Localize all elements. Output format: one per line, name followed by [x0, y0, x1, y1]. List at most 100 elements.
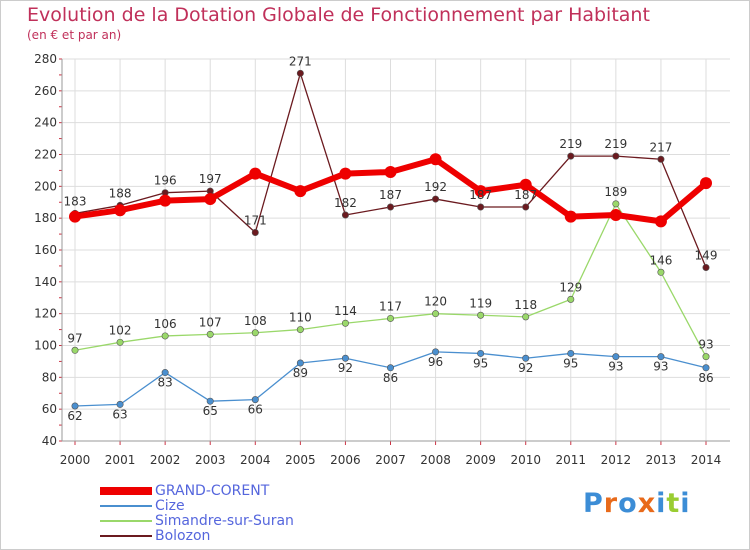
data-point-simandre-sur-suran — [477, 311, 485, 319]
data-label-bolozon: 149 — [695, 249, 718, 263]
data-point-bolozon — [432, 195, 440, 203]
data-label-simandre-sur-suran: 146 — [649, 253, 672, 267]
data-point-bolozon — [702, 264, 710, 272]
data-label-cize: 92 — [338, 361, 353, 375]
data-label-bolozon: 217 — [649, 140, 672, 154]
chart-title: Evolution de la Dotation Globale de Fonc… — [27, 4, 650, 26]
data-label-cize: 86 — [383, 371, 398, 385]
y-tick-label: 220 — [34, 148, 57, 162]
data-point-grand-corent — [249, 167, 262, 180]
data-point-cize — [567, 349, 575, 357]
x-tick-label: 2001 — [105, 453, 136, 467]
legend-label: Cize — [155, 498, 185, 514]
data-label-simandre-sur-suran: 107 — [199, 315, 222, 329]
logo-letter: i — [680, 488, 691, 519]
logo-letter: r — [603, 488, 619, 519]
data-point-simandre-sur-suran — [522, 313, 530, 321]
data-label-bolozon: 183 — [64, 194, 87, 208]
data-label-bolozon: 219 — [604, 137, 627, 151]
data-point-cize — [386, 364, 394, 372]
data-point-bolozon — [296, 69, 304, 77]
data-point-cize — [432, 348, 440, 356]
logo-letter: P — [583, 488, 604, 519]
legend-item-simandre-sur-suran: Simandre-sur-Suran — [100, 514, 360, 529]
proxiti-logo: Proxiti — [583, 488, 691, 519]
x-tick-label: 2010 — [510, 453, 541, 467]
legend: GRAND-CORENT Cize Simandre-sur-Suran Bolozo… — [100, 484, 360, 544]
data-point-simandre-sur-suran — [432, 310, 440, 318]
data-label-bolozon: 187 — [514, 188, 537, 202]
data-label-cize: 86 — [698, 371, 713, 385]
y-tick-label: 60 — [42, 402, 57, 416]
data-label-bolozon: 271 — [289, 54, 312, 68]
data-point-simandre-sur-suran — [206, 330, 214, 338]
data-label-cize: 95 — [473, 356, 488, 370]
data-point-bolozon — [341, 211, 349, 219]
x-tick-label: 2014 — [691, 453, 722, 467]
data-label-cize: 89 — [293, 366, 308, 380]
data-point-cize — [296, 359, 304, 367]
data-point-cize — [702, 364, 710, 372]
data-label-simandre-sur-suran: 114 — [334, 304, 357, 318]
logo-letter: i — [656, 488, 667, 519]
x-tick-label: 2005 — [285, 453, 316, 467]
logo-letter: x — [637, 488, 657, 519]
data-point-simandre-sur-suran — [71, 346, 79, 354]
series-layer — [69, 69, 712, 410]
x-tick-label: 2003 — [195, 453, 226, 467]
legend-swatch — [100, 505, 152, 507]
data-label-simandre-sur-suran: 117 — [379, 299, 402, 313]
logo-letter: t — [666, 488, 681, 519]
data-point-bolozon — [477, 203, 485, 211]
logo-letter: o — [618, 488, 638, 519]
data-point-bolozon — [657, 155, 665, 163]
x-tick-label: 2000 — [60, 453, 91, 467]
data-point-simandre-sur-suran — [702, 353, 710, 361]
x-tick-label: 2007 — [375, 453, 406, 467]
data-point-cize — [161, 369, 169, 377]
data-label-simandre-sur-suran: 108 — [244, 314, 267, 328]
data-label-bolozon: 187 — [469, 188, 492, 202]
data-point-cize — [522, 354, 530, 362]
data-label-cize: 93 — [653, 360, 668, 374]
x-tick-label: 2002 — [150, 453, 181, 467]
data-label-simandre-sur-suran: 129 — [559, 280, 582, 294]
data-point-bolozon — [567, 152, 575, 160]
data-label-cize: 62 — [67, 409, 82, 423]
data-point-cize — [71, 402, 79, 410]
data-point-grand-corent — [339, 167, 352, 180]
data-point-cize — [251, 396, 259, 404]
x-tick-label: 2004 — [240, 453, 271, 467]
data-label-simandre-sur-suran: 119 — [469, 296, 492, 310]
data-label-bolozon: 219 — [559, 137, 582, 151]
data-label-cize: 66 — [248, 403, 263, 417]
data-point-bolozon — [612, 152, 620, 160]
chart-subtitle: (en € et par an) — [27, 28, 122, 42]
data-label-simandre-sur-suran: 120 — [424, 295, 447, 309]
legend-item-grand-corent: GRAND-CORENT — [100, 484, 360, 499]
legend-swatch — [100, 520, 152, 522]
data-label-bolozon: 192 — [424, 180, 447, 194]
axes: 40 60 80 100 120 140 160 180 200 220 240 260 280 2000… — [34, 52, 730, 467]
data-label-bolozon: 171 — [244, 213, 267, 227]
data-label-simandre-sur-suran: 102 — [109, 323, 132, 337]
data-label-simandre-sur-suran: 118 — [514, 298, 537, 312]
data-point-bolozon — [522, 203, 530, 211]
data-point-grand-corent — [429, 153, 442, 166]
data-point-cize — [477, 349, 485, 357]
data-point-grand-corent — [700, 177, 712, 190]
legend-swatch — [100, 487, 152, 495]
data-point-cize — [116, 400, 124, 408]
data-point-simandre-sur-suran — [116, 338, 124, 346]
y-tick-label: 120 — [34, 307, 57, 321]
data-label-cize: 63 — [112, 407, 127, 421]
legend-swatch — [100, 535, 152, 537]
y-tick-label: 200 — [34, 179, 57, 193]
data-point-simandre-sur-suran — [341, 319, 349, 327]
legend-item-cize: Cize — [100, 499, 360, 514]
data-point-simandre-sur-suran — [612, 200, 620, 208]
data-label-simandre-sur-suran: 93 — [698, 338, 713, 352]
data-label-simandre-sur-suran: 97 — [67, 331, 82, 345]
data-label-cize: 65 — [203, 404, 218, 418]
